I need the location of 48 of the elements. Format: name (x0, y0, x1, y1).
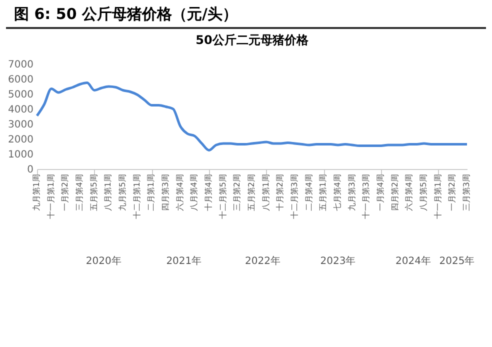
x-tick-label: 三月第3周 (462, 174, 471, 212)
x-tick-label: 八月第4周 (190, 174, 199, 212)
y-tick-label: 3000 (8, 120, 34, 130)
x-tick-label: 十二月第5周 (218, 174, 228, 220)
x-tick-label: 九月第3周 (347, 174, 356, 212)
x-tick-label: 七月第4周 (333, 174, 342, 212)
y-tick-label: 7000 (8, 60, 34, 70)
x-tick-label: 四月第3周 (161, 174, 170, 212)
text: 2021年 (166, 255, 202, 267)
x-tick-label: 十一月第1周 (433, 174, 442, 220)
text: 2022年 (245, 255, 280, 267)
x-tick-label: 九月第1周 (32, 174, 41, 212)
x-tick-label: 四月第2周 (390, 174, 400, 212)
chart-subtitle: 50公斤二元母猪价格 (196, 33, 310, 47)
x-tick-label: 二月第1周 (146, 174, 156, 212)
chart-title: 图 6: 50 公斤母猪价格（元/头） (6, 0, 486, 29)
text: 2025年 (439, 255, 475, 267)
x-tick-label: 八月第1周 (261, 174, 270, 212)
x-tick-label: 一月第2周 (60, 174, 70, 212)
x-tick-label: 十月第2周 (276, 174, 285, 212)
x-tick-label: 十一月第3周 (362, 174, 371, 220)
y-tick-label: 0 (27, 164, 34, 176)
y-tick-label: 6000 (8, 74, 34, 86)
text: 2020年 (86, 255, 122, 267)
x-tick-label: 五月第2周 (247, 174, 256, 212)
line-series (36, 82, 468, 152)
x-tick-label: 八月第5周 (419, 174, 428, 212)
y-tick-label: 4000 (8, 104, 34, 116)
y-tick-label: 5000 (8, 90, 34, 100)
x-tick-label: 十一月第1周 (46, 174, 56, 220)
y-tick-label: 2000 (8, 134, 34, 146)
x-tick-label: 六月第4周 (175, 174, 184, 212)
x-tick-label: 十二月第1周 (132, 174, 142, 220)
x-tick-label: 八月第1周 (104, 174, 113, 212)
x-tick-label: 十月第4周 (204, 174, 213, 212)
x-tick-label: 十二月第3周 (290, 174, 299, 220)
x-tick-label: 二月第4周 (304, 174, 314, 212)
text: 2024年 (396, 255, 431, 267)
y-tick-label: 1000 (8, 150, 34, 160)
x-tick-label: 五月第1周 (318, 174, 328, 212)
x-tick-label: 五月第5周 (89, 174, 98, 212)
x-tick-label: 一月第4周 (376, 174, 385, 212)
x-tick-label: 六月第4周 (404, 174, 414, 212)
x-tick-label: 三月第4周 (75, 174, 84, 212)
x-tick-label: 一月第2周 (448, 174, 457, 212)
text: 2023年 (320, 255, 356, 267)
x-tick-label: 三月第2周 (232, 174, 242, 212)
x-tick-label: 九月第5周 (118, 174, 127, 212)
